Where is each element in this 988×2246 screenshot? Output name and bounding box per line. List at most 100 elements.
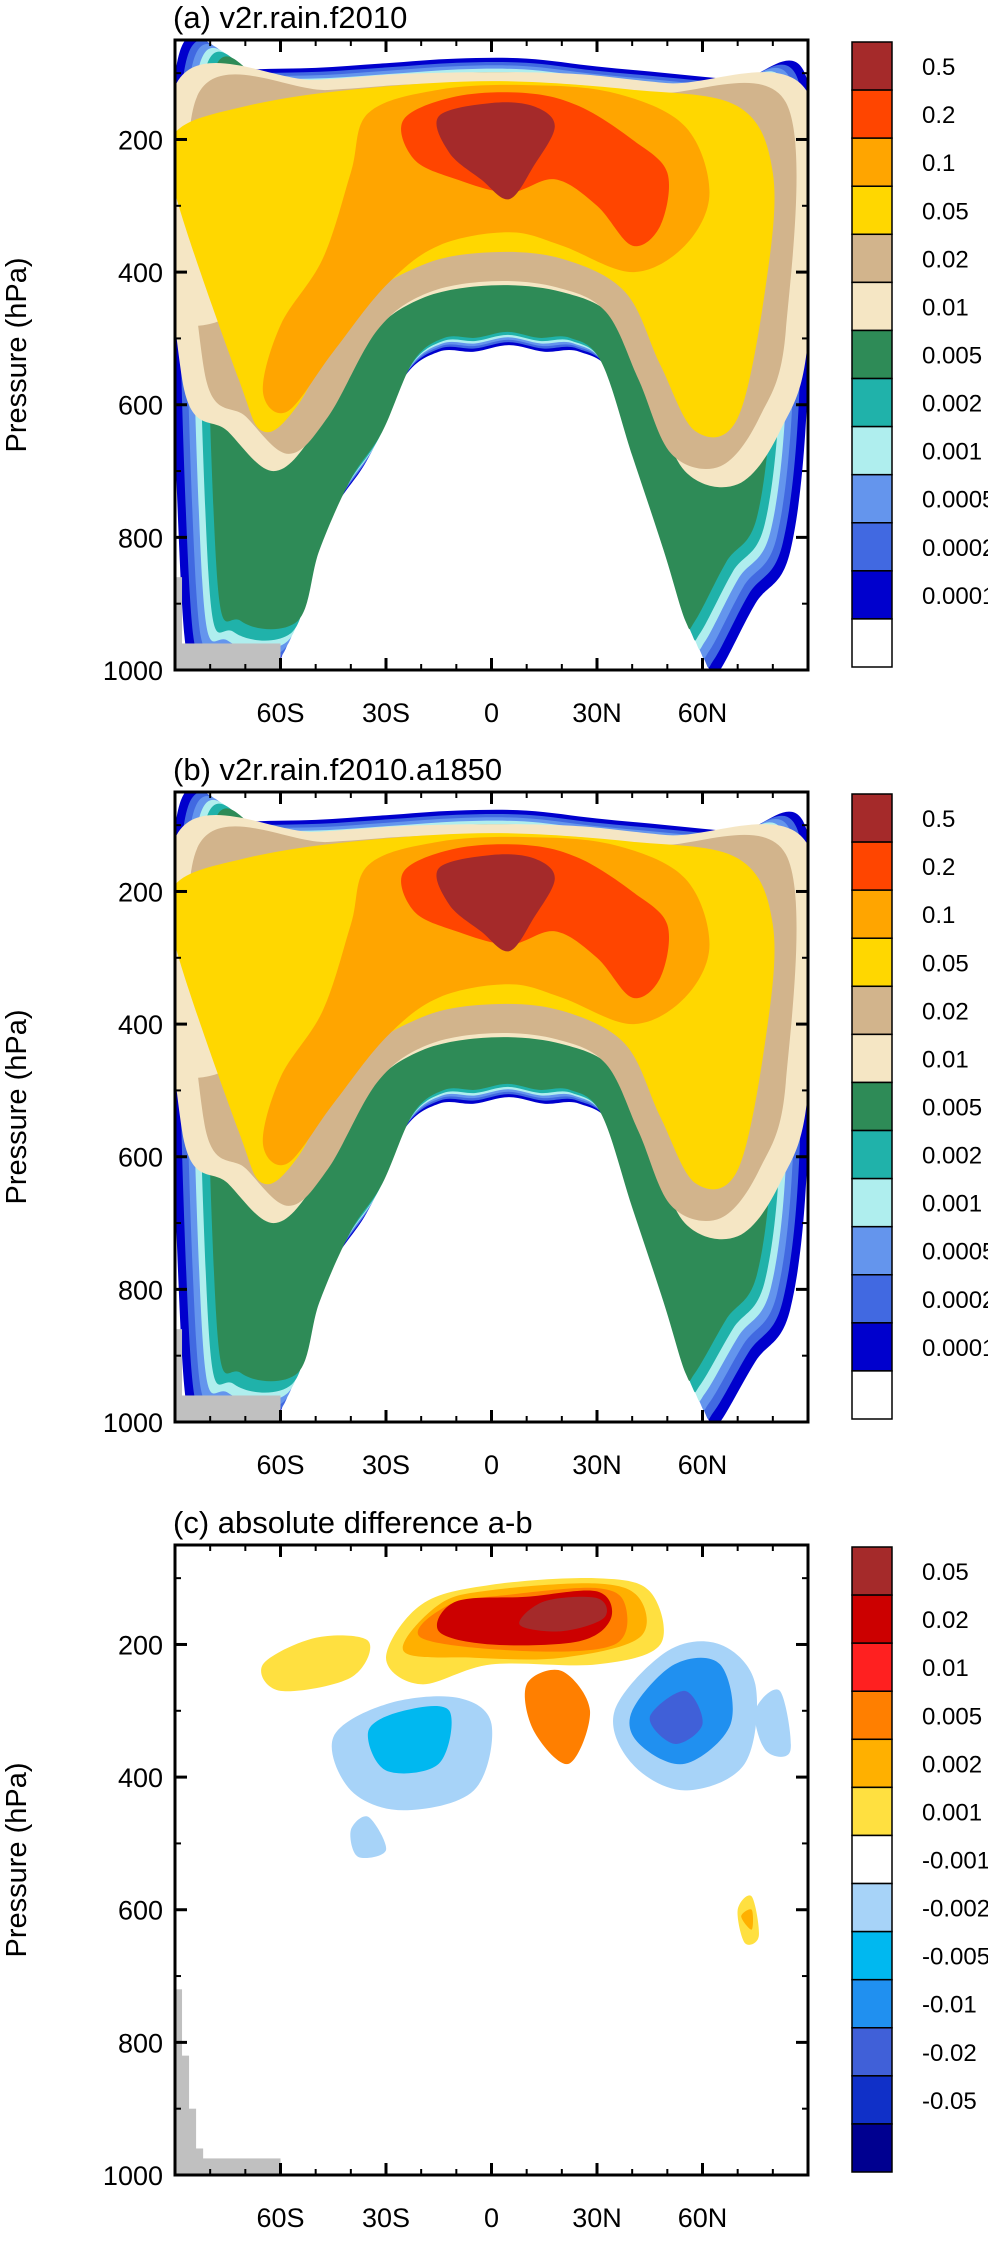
colorbar-swatch-2 bbox=[851, 889, 893, 939]
colorbar-swatch-9 bbox=[851, 1225, 893, 1276]
colorbar-label-11: -0.05 bbox=[922, 2088, 977, 2115]
diff-blob-12 bbox=[754, 1689, 791, 1757]
colorbar-swatch-9 bbox=[851, 473, 893, 524]
colorbar-label-2: 0.1 bbox=[922, 902, 955, 929]
colorbar-swatch-2 bbox=[851, 1642, 893, 1692]
x-tick-label-60N: 60N bbox=[678, 698, 728, 728]
colorbar-swatch-6 bbox=[851, 1081, 893, 1132]
colorbar-swatch-10 bbox=[851, 1274, 893, 1324]
colorbar-label-8: -0.005 bbox=[922, 1944, 988, 1971]
colorbar-swatch-3 bbox=[851, 937, 893, 988]
colorbar-label-0: 0.05 bbox=[922, 1559, 969, 1586]
x-tick-label-30S: 30S bbox=[362, 1450, 410, 1480]
colorbar-swatch-4 bbox=[851, 233, 893, 284]
colorbar-swatch-3 bbox=[851, 1690, 893, 1741]
colorbar-label-10: 0.0002 bbox=[922, 535, 988, 562]
colorbar-label-11: 0.0001 bbox=[922, 583, 988, 610]
y-tick-label-200: 200 bbox=[118, 877, 163, 907]
diff-blob-11 bbox=[649, 1690, 703, 1744]
colorbar-swatch-4 bbox=[851, 1738, 893, 1789]
panel-1-title: (b) v2r.rain.f2010.a1850 bbox=[173, 752, 502, 787]
y-tick-label-600: 600 bbox=[118, 391, 163, 421]
x-tick-label-30N: 30N bbox=[572, 2203, 622, 2233]
colorbar-swatch-10 bbox=[851, 522, 893, 572]
colorbar-label-10: -0.02 bbox=[922, 2040, 977, 2067]
diff-blob-14 bbox=[741, 1909, 754, 1930]
contour-band-0.5 bbox=[436, 854, 555, 952]
y-tick-label-400: 400 bbox=[118, 258, 163, 288]
x-tick-label-30N: 30N bbox=[572, 1450, 622, 1480]
panel-0-title: (a) v2r.rain.f2010 bbox=[173, 0, 407, 35]
panel-2-ylabel: Pressure (hPa) bbox=[1, 1762, 33, 1957]
colorbar-label-4: 0.002 bbox=[922, 1751, 982, 1778]
colorbar-swatch-9 bbox=[851, 1978, 893, 2029]
x-tick-label-60N: 60N bbox=[678, 2203, 728, 2233]
colorbar-label-6: 0.005 bbox=[922, 343, 982, 370]
panel-0-ylabel: Pressure (hPa) bbox=[1, 257, 33, 452]
panel-0-colorbar bbox=[851, 41, 893, 668]
colorbar-swatch-4 bbox=[851, 985, 893, 1036]
x-tick-label-30S: 30S bbox=[362, 2203, 410, 2233]
diff-blob-6 bbox=[524, 1669, 591, 1765]
missing-data-region bbox=[175, 643, 281, 670]
contour-band-0.5 bbox=[436, 102, 555, 200]
x-tick-label-60N: 60N bbox=[678, 1450, 728, 1480]
colorbar-label-1: 0.2 bbox=[922, 854, 955, 881]
colorbar-swatch-3 bbox=[851, 185, 893, 236]
colorbar-label-5: 0.001 bbox=[922, 1799, 982, 1826]
colorbar-label-5: 0.01 bbox=[922, 1046, 969, 1073]
x-tick-label-0: 0 bbox=[484, 698, 499, 728]
colorbar-swatch-2 bbox=[851, 137, 893, 187]
colorbar-label-5: 0.01 bbox=[922, 294, 969, 321]
colorbar-label-11: 0.0001 bbox=[922, 1335, 988, 1362]
colorbar-swatch-5 bbox=[851, 281, 893, 332]
y-tick-label-600: 600 bbox=[118, 1896, 163, 1926]
y-tick-label-800: 800 bbox=[118, 1275, 163, 1305]
colorbar-swatch-11 bbox=[851, 570, 893, 620]
y-tick-label-1000: 1000 bbox=[103, 656, 163, 686]
x-tick-label-30S: 30S bbox=[362, 698, 410, 728]
colorbar-swatch-10 bbox=[851, 2027, 893, 2077]
colorbar-swatch-6 bbox=[851, 1834, 893, 1885]
diff-blob-5 bbox=[261, 1635, 371, 1692]
x-tick-label-30N: 30N bbox=[572, 698, 622, 728]
panel-2-title: (c) absolute difference a-b bbox=[173, 1505, 533, 1540]
x-tick-label-60S: 60S bbox=[256, 698, 304, 728]
colorbar-label-9: 0.0005 bbox=[922, 487, 988, 514]
diff-blob-15 bbox=[350, 1816, 387, 1858]
colorbar-label-2: 0.1 bbox=[922, 150, 955, 177]
colorbar-swatch-7 bbox=[851, 1882, 893, 1933]
x-tick-label-0: 0 bbox=[484, 2203, 499, 2233]
panel-0-plot-area bbox=[175, 40, 808, 670]
colorbar-swatch-8 bbox=[851, 1930, 893, 1981]
y-tick-label-200: 200 bbox=[118, 125, 163, 155]
colorbar-label-7: 0.002 bbox=[922, 1143, 982, 1170]
colorbar-label-8: 0.001 bbox=[922, 1191, 982, 1218]
y-tick-label-400: 400 bbox=[118, 1010, 163, 1040]
colorbar-swatch-8 bbox=[851, 425, 893, 476]
panel-2-plot-area bbox=[175, 1545, 808, 2175]
colorbar-swatch-1 bbox=[851, 89, 893, 139]
x-tick-label-60S: 60S bbox=[256, 2203, 304, 2233]
colorbar-label-10: 0.0002 bbox=[922, 1287, 988, 1314]
colorbar-swatch-5 bbox=[851, 1786, 893, 1837]
colorbar-label-3: 0.05 bbox=[922, 950, 969, 977]
y-tick-label-600: 600 bbox=[118, 1143, 163, 1173]
colorbar-label-7: -0.002 bbox=[922, 1896, 988, 1923]
colorbar-label-1: 0.2 bbox=[922, 102, 955, 129]
colorbar-label-3: 0.05 bbox=[922, 198, 969, 225]
colorbar-swatch-1 bbox=[851, 841, 893, 891]
colorbar-label-2: 0.01 bbox=[922, 1655, 969, 1682]
colorbar-label-4: 0.02 bbox=[922, 998, 969, 1025]
y-tick-label-1000: 1000 bbox=[103, 2161, 163, 2191]
x-tick-label-60S: 60S bbox=[256, 1450, 304, 1480]
panel-1-colorbar bbox=[851, 793, 893, 1420]
colorbar-label-9: 0.0005 bbox=[922, 1239, 988, 1266]
y-tick-label-200: 200 bbox=[118, 1630, 163, 1660]
y-tick-label-800: 800 bbox=[118, 523, 163, 553]
colorbar-label-0: 0.5 bbox=[922, 54, 955, 81]
colorbar-swatch-7 bbox=[851, 1129, 893, 1180]
colorbar-label-1: 0.02 bbox=[922, 1607, 969, 1634]
